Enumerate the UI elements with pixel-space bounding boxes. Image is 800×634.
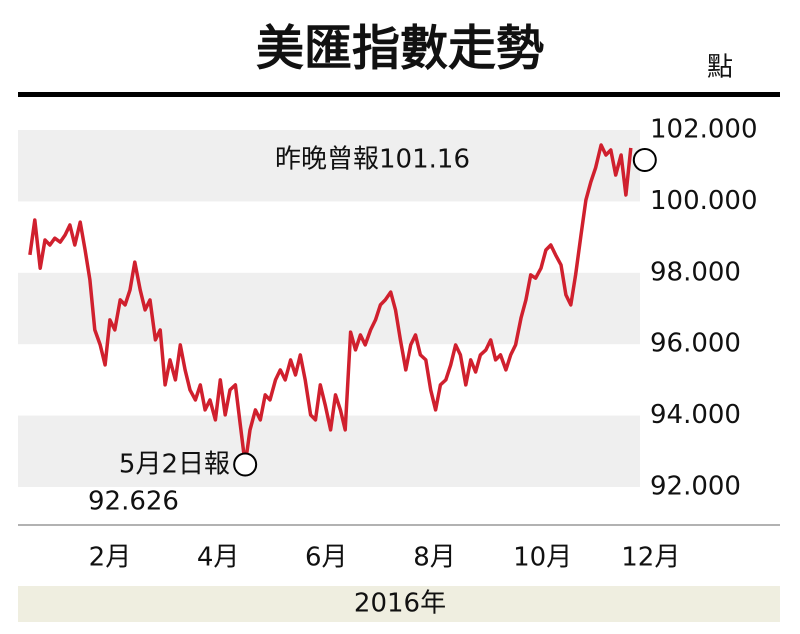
chart-title: 美匯指數走勢 (256, 21, 544, 77)
x-tick-label: 10月 (513, 543, 572, 573)
grid-band (18, 130, 640, 202)
annotation: 5月2日報 (119, 450, 230, 480)
y-tick-label: 92.000 (650, 472, 741, 502)
annotation: 昨晚曾報101.16 (275, 145, 470, 175)
y-tick-label: 98.000 (650, 257, 741, 287)
grid-band (18, 272, 640, 345)
year-band (18, 586, 780, 622)
y-tick-label: 100.000 (650, 186, 758, 216)
point-marker (233, 452, 258, 477)
x-tick-label: 6月 (305, 543, 348, 573)
latest-marker (632, 148, 657, 172)
line (28, 143, 633, 467)
y-tick-label: 96.000 (650, 329, 741, 359)
x-axis-label: 2016年 (354, 589, 446, 619)
x-tick-label: 2月 (89, 543, 132, 573)
x-tick-label: 4月 (197, 543, 240, 573)
x-tick-label: 8月 (413, 543, 456, 573)
y-tick-label: 94.000 (650, 400, 741, 430)
x-tick-label: 12月 (621, 543, 680, 573)
y-tick-label: 102.000 (650, 115, 758, 145)
unit-label: 點 (707, 53, 733, 83)
annotation: 92.626 (88, 487, 179, 517)
title-rule (18, 92, 780, 97)
